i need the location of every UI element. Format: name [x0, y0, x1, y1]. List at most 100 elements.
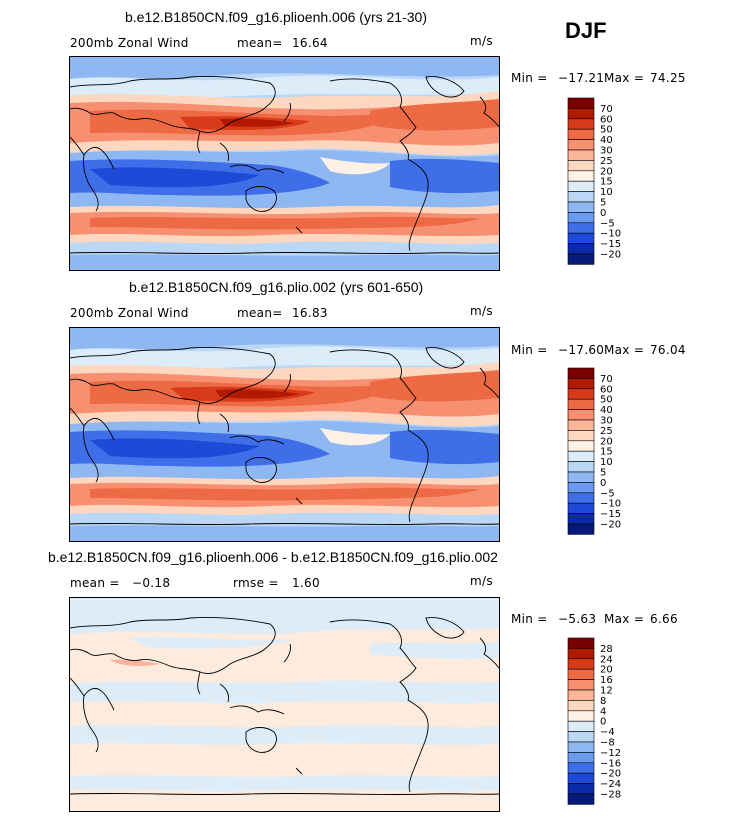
panel-2-colorbar-box-15 [567, 523, 595, 535]
coastline-australia [245, 457, 277, 483]
panel-1-min-value: −17.21 [558, 71, 605, 85]
panel-3-colorbar-box-6 [567, 700, 595, 712]
panel-2-colorbar-box-13 [567, 502, 595, 514]
panel-1-colorbar-label-14: −20 [600, 250, 621, 261]
field-band-easterlies-core [90, 438, 260, 459]
field-band-pacific-westerly [320, 157, 390, 175]
panel-1-max-value: 74.25 [650, 71, 686, 85]
panel-3-colorbar-box-14 [567, 783, 595, 795]
panel-1-colorbar-box-9 [567, 191, 595, 203]
panel-2-colorbar-box-9 [567, 461, 595, 473]
field-band-nh-mid [130, 636, 290, 649]
panel-3-colorbar-label-1: 24 [600, 654, 613, 665]
panel-3-colorbar-box-10 [567, 741, 595, 753]
panel-1-units: m/s [470, 34, 493, 48]
panel-3-colorbar-label-9: −8 [600, 738, 615, 749]
coastline-greenland [425, 76, 465, 98]
panel-2-colorbar-box-4 [567, 409, 595, 421]
panel-1-colorbar-label-11: −5 [600, 218, 615, 229]
panel-3-colorbar-label-7: 0 [600, 717, 606, 728]
panel-2-colorbar-box-8 [567, 450, 595, 462]
coastline-south-america [407, 429, 429, 523]
field-band-sh-high [70, 774, 499, 792]
field-band-nh-high [70, 75, 499, 99]
panel-2-units: m/s [470, 304, 493, 318]
coastline-greenland [425, 347, 465, 369]
panel-1-colorbar: 70 60 50 40 30 25 20 15 10 5 0 −5 −10 −15 −20 [567, 97, 621, 268]
coastline-antarctica [70, 792, 499, 796]
coastline-new-zealand [295, 767, 303, 775]
coastline-maritime [229, 164, 285, 174]
field-band-sh-jet-core [90, 487, 480, 501]
panel-3-colorbar-label-4: 12 [600, 686, 613, 697]
panel-3-map [69, 597, 500, 812]
panel-1-mean-value: 16.64 [292, 36, 328, 50]
panel-2-title: b.e12.B1850CN.f09_g16.plio.002 (yrs 601-… [129, 279, 424, 295]
panel-3-title: b.e12.B1850CN.f09_g16.plioenh.006 - b.e1… [48, 549, 498, 565]
panel-2-colorbar-box-3 [567, 398, 595, 410]
panel-1-colorbar-box-5 [567, 149, 595, 161]
panel-3-max-value: 6.66 [650, 612, 678, 626]
panel-3-colorbar-label-14: −28 [600, 790, 621, 801]
field-band-subtropics [70, 680, 499, 704]
panel-1-variable-label: 200mb Zonal Wind [70, 36, 189, 50]
panel-3-colorbar-box-5 [567, 689, 595, 701]
panel-3-colorbar-box-0 [567, 637, 595, 649]
panel-3-colorbar-label-5: 8 [600, 696, 606, 707]
panel-1-colorbar-label-6: 20 [600, 166, 613, 177]
panel-1-colorbar-box-14 [567, 243, 595, 255]
coastline-eurasia [70, 76, 276, 134]
panel-2-min-label: Min = [511, 343, 548, 357]
field-blob-positive [110, 659, 160, 667]
panel-3-colorbar-box-13 [567, 772, 595, 784]
panel-1-colorbar-label-7: 15 [600, 177, 613, 188]
season-label: DJF [565, 18, 607, 43]
panel-1-min-label: Min = [511, 71, 548, 85]
coastline-greenland [425, 617, 465, 639]
panel-2-colorbar-box-2 [567, 388, 595, 400]
panel-3-colorbar-box-1 [567, 648, 595, 660]
panel-1-colorbar-box-1 [567, 108, 595, 120]
panel-3-max-label: Max = [604, 612, 645, 626]
panel-3-rmse-label: rmse = [233, 576, 279, 590]
panel-2-colorbar-label-10: 0 [600, 478, 606, 489]
panel-3-colorbar-label-12: −20 [600, 769, 621, 780]
panel-3-mean-value: −0.18 [132, 576, 171, 590]
panel-1-colorbar-box-2 [567, 118, 595, 130]
field-band-tropics-south [70, 724, 499, 746]
panel-2-colorbar-label-14: −20 [600, 520, 621, 531]
coastline-new-zealand [295, 497, 303, 505]
panel-3-colorbar-box-3 [567, 668, 595, 680]
coastlines [70, 617, 499, 796]
panel-1-max-label: Max = [604, 71, 645, 85]
panel-3-colorbar-box-2 [567, 658, 595, 670]
panel-3-colorbar-box-15 [567, 793, 595, 805]
coastline-antarctica [70, 522, 499, 526]
panel-2-colorbar-label-11: −5 [600, 488, 615, 499]
panel-3-colorbar-label-6: 4 [600, 706, 606, 717]
coastline-europe-west [479, 96, 499, 128]
coastline-africa [70, 136, 115, 212]
panel-1-mean-label: mean= [237, 36, 283, 50]
panel-2-min-value: −17.60 [558, 343, 605, 357]
panel-1-colorbar-label-12: −10 [600, 229, 621, 240]
field-band-pacific-westerly [320, 428, 390, 446]
coastline-north-america [329, 78, 417, 160]
panel-1-colorbar-box-11 [567, 212, 595, 224]
coastline-south-asia [197, 401, 229, 433]
panel-1-colorbar-box-12 [567, 222, 595, 234]
field-band-easterlies-core [90, 167, 260, 188]
panel-3-rmse-value: 1.60 [292, 576, 320, 590]
field-band-atlantic-jet [370, 99, 499, 131]
field-band-nh-high [70, 346, 499, 370]
panel-3-colorbar-box-8 [567, 720, 595, 732]
panel-1-colorbar-box-3 [567, 128, 595, 140]
panel-2-colorbar-label-4: 30 [600, 416, 613, 427]
coastline-new-zealand [295, 226, 303, 234]
coastline-europe-west [479, 637, 499, 669]
panel-2-colorbar-label-6: 20 [600, 436, 613, 447]
field-band-arctic [70, 57, 499, 79]
coastline-australia [245, 186, 277, 212]
